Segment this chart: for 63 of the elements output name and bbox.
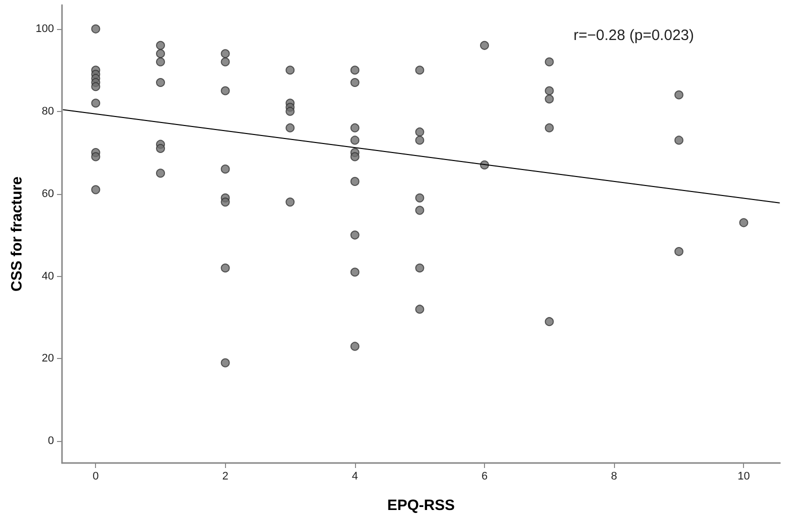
- point: [156, 168, 165, 178]
- point: [286, 198, 295, 207]
- y-tick-label: 100: [36, 22, 54, 35]
- point: [739, 218, 748, 228]
- point: [220, 358, 230, 368]
- x-tick-label: 0: [92, 470, 99, 482]
- point: [91, 24, 100, 34]
- point: [415, 136, 424, 145]
- y-tick-label: 20: [42, 352, 54, 365]
- point: [91, 82, 100, 92]
- x-tick-label: 2: [222, 470, 228, 482]
- y-axis-title: CSS for fracture: [8, 176, 26, 292]
- y-tick-label: 60: [42, 188, 54, 200]
- point: [286, 106, 295, 116]
- point: [544, 317, 554, 326]
- x-tick-label: 4: [352, 470, 358, 482]
- point: [350, 342, 360, 351]
- annotation: r=−0.28 (p=0.023): [573, 27, 694, 44]
- point: [674, 247, 684, 256]
- point: [415, 66, 424, 75]
- point: [220, 49, 230, 58]
- point: [674, 136, 684, 145]
- x-axis-title: EPQ-RSS: [387, 497, 455, 514]
- point: [544, 57, 554, 66]
- x-tick-label: 6: [481, 470, 488, 482]
- point: [286, 123, 295, 132]
- point: [415, 206, 424, 215]
- point: [350, 152, 360, 162]
- point: [220, 264, 230, 273]
- point: [156, 40, 165, 50]
- point: [350, 268, 360, 277]
- point: [286, 66, 295, 75]
- point: [350, 176, 360, 186]
- point: [156, 49, 165, 58]
- point: [91, 98, 100, 108]
- point: [544, 123, 554, 132]
- point: [415, 193, 424, 202]
- point: [415, 304, 424, 314]
- point: [350, 78, 360, 87]
- point: [544, 94, 554, 104]
- point: [415, 264, 424, 273]
- point: [220, 86, 230, 96]
- point: [156, 144, 165, 153]
- point: [220, 164, 230, 174]
- x-tick-label: 8: [611, 470, 618, 482]
- point: [156, 78, 165, 87]
- point: [350, 123, 360, 132]
- point: [674, 90, 684, 100]
- y-tick-label: 80: [42, 105, 54, 118]
- point: [91, 185, 100, 194]
- point: [220, 198, 230, 207]
- y-tick-label: 0: [48, 435, 54, 448]
- point: [220, 57, 230, 66]
- x-tick-label: 10: [738, 470, 750, 482]
- point: [415, 127, 424, 136]
- point: [156, 57, 165, 66]
- point: [350, 66, 360, 75]
- point: [544, 86, 554, 96]
- y-tick-label: 40: [42, 270, 54, 282]
- point: [480, 40, 490, 50]
- point: [350, 230, 360, 240]
- point: [350, 136, 360, 145]
- point: [91, 152, 100, 162]
